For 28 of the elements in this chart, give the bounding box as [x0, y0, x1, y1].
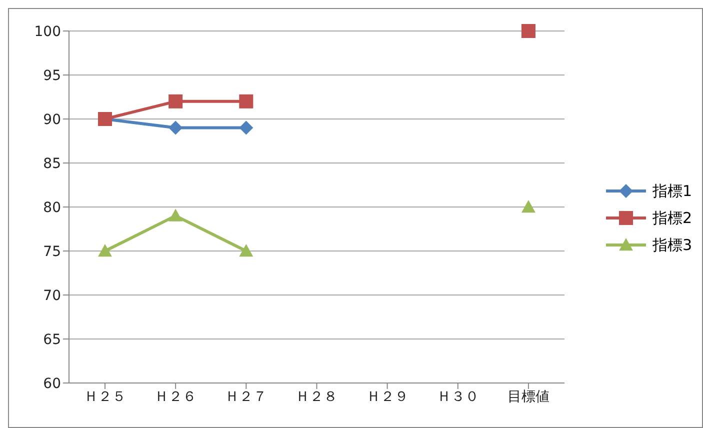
y-tick-label: 60: [43, 376, 61, 392]
point: [239, 120, 254, 135]
y-tick-label: 100: [34, 24, 61, 40]
legend-label: 指標2: [652, 208, 692, 228]
x-tick-label: Ｈ３０: [436, 388, 479, 405]
x-tick-label: Ｈ２５: [84, 388, 126, 405]
y-tick-label: 95: [43, 68, 61, 84]
y-tick-label: 65: [43, 332, 61, 348]
y-tick-label: 70: [43, 288, 61, 304]
legend-label: 指標3: [652, 236, 692, 254]
point: [521, 24, 536, 38]
point: [239, 94, 254, 108]
y-tick-label: 75: [43, 244, 61, 260]
point: [168, 120, 183, 135]
point: [168, 94, 183, 108]
x-tick-label: Ｈ２６: [154, 388, 197, 405]
point: [168, 208, 183, 222]
y-tick-label: 80: [43, 200, 61, 216]
x-tick-label: Ｈ２９: [366, 388, 408, 405]
point: [521, 200, 536, 213]
y-tick-label: 85: [43, 156, 61, 172]
point: [98, 244, 112, 257]
y-tick-label: 90: [43, 112, 61, 128]
legend-label: 指標1: [652, 182, 692, 200]
point: [239, 244, 254, 257]
x-tick-label: Ｈ２７: [225, 388, 268, 405]
x-tick-label: 目標値: [507, 388, 550, 405]
x-tick-label: Ｈ２８: [296, 388, 338, 405]
